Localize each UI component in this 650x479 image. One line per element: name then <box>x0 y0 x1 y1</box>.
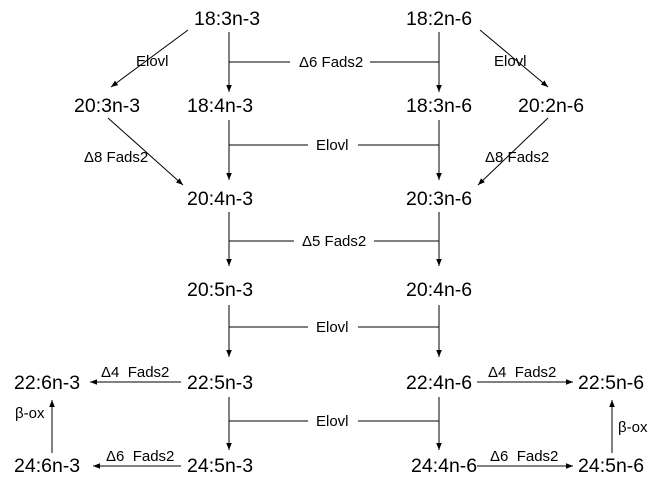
node-24-4n-6: 24:4n-6 <box>411 455 477 477</box>
label-elovl-row5: Elovl <box>316 413 349 430</box>
arrow-20-3n3-to-20-4n3 <box>107 117 184 186</box>
label-d4-fads2-right: Δ4 Fads2 <box>488 364 556 381</box>
node-22-6n-3: 22:6n-3 <box>14 372 80 394</box>
label-d8-fads2-left: Δ8 Fads2 <box>84 149 148 166</box>
label-beta-ox-left: β-ox <box>15 405 45 422</box>
node-18-3n-3: 18:3n-3 <box>194 8 260 30</box>
arrow-18-2n6-to-20-2n6 <box>479 29 549 88</box>
label-elovl-row2: Elovl <box>316 137 349 154</box>
node-24-5n-6: 24:5n-6 <box>578 455 644 477</box>
label-bg-d6-fads2-top <box>290 52 370 72</box>
label-d6-fads2-right-bottom: Δ6 Fads2 <box>490 448 558 465</box>
label-d4-fads2-left: Δ4 Fads2 <box>101 364 169 381</box>
node-24-5n-3: 24:5n-3 <box>187 455 253 477</box>
node-24-6n-3: 24:6n-3 <box>14 455 80 477</box>
node-20-2n-6: 20:2n-6 <box>518 95 584 117</box>
label-d6-fads2-left-bottom: Δ6 Fads2 <box>106 448 174 465</box>
label-bg-elovl-row2 <box>308 135 358 155</box>
label-elovl-right-top: Elovl <box>494 53 527 70</box>
label-bg-elovl-row5 <box>308 411 358 431</box>
node-20-3n-3: 20:3n-3 <box>74 95 140 117</box>
label-bg-elovl-row4 <box>308 317 358 337</box>
node-20-4n-3: 20:4n-3 <box>187 188 253 210</box>
label-bg-d5-fads2 <box>294 231 374 251</box>
node-22-5n-6: 22:5n-6 <box>578 372 644 394</box>
node-18-3n-6: 18:3n-6 <box>406 95 472 117</box>
node-20-4n-6: 20:4n-6 <box>406 279 472 301</box>
label-elovl-row4: Elovl <box>316 319 349 336</box>
node-18-4n-3: 18:4n-3 <box>187 95 253 117</box>
arrow-20-2n6-to-20-3n6 <box>477 117 549 186</box>
arrow-18-3n3-to-20-3n3 <box>110 29 189 88</box>
label-beta-ox-right: β-ox <box>618 419 648 436</box>
node-20-5n-3: 20:5n-3 <box>187 279 253 301</box>
node-18-2n-6: 18:2n-6 <box>406 8 472 30</box>
node-20-3n-6: 20:3n-6 <box>406 188 472 210</box>
label-elovl-left-top: Elovl <box>136 53 169 70</box>
label-d6-fads2-top: Δ6 Fads2 <box>299 54 363 71</box>
label-d8-fads2-right: Δ8 Fads2 <box>485 149 549 166</box>
node-22-5n-3: 22:5n-3 <box>187 372 253 394</box>
label-d5-fads2: Δ5 Fads2 <box>302 233 366 250</box>
node-22-4n-6: 22:4n-6 <box>406 372 472 394</box>
